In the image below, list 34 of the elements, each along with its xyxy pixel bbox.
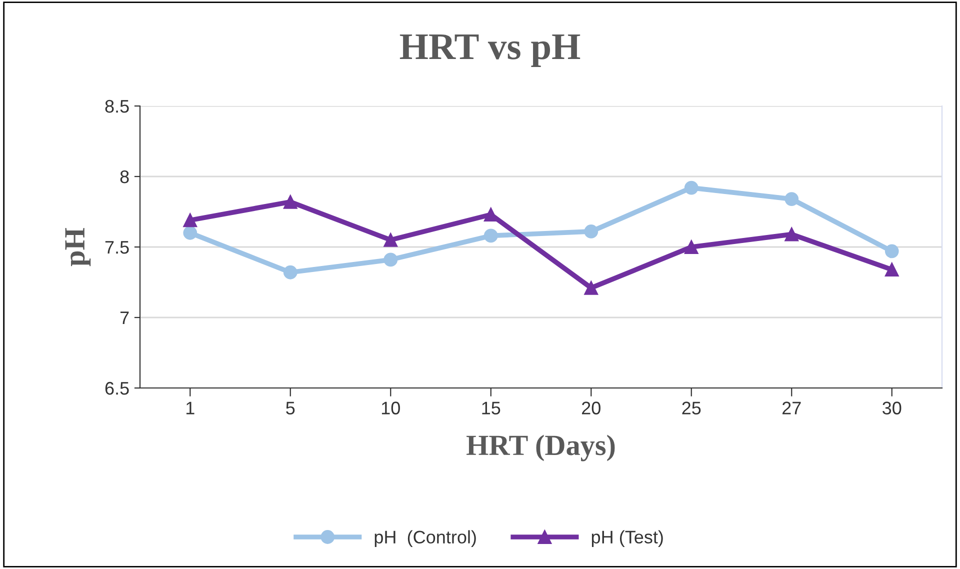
- y-tick-label: 6.5: [105, 382, 129, 395]
- x-tick-label: 5: [286, 402, 295, 414]
- point: [684, 180, 698, 195]
- point: [283, 194, 298, 209]
- point: [183, 226, 198, 240]
- y-tick-label: 8: [120, 170, 129, 184]
- point: [784, 192, 799, 206]
- point: [584, 280, 598, 295]
- legend-label: pH (Control): [374, 530, 476, 548]
- x-tick-label: 1: [186, 402, 194, 414]
- point: [484, 208, 498, 222]
- point: [584, 224, 598, 238]
- x-tick-label: 30: [882, 402, 902, 414]
- point: [684, 240, 698, 254]
- point: [784, 227, 799, 242]
- point: [283, 265, 298, 280]
- point: [884, 244, 899, 258]
- x-tick-label: 10: [382, 402, 400, 414]
- point: [884, 262, 899, 277]
- legend-label: pH (Test): [592, 530, 663, 548]
- chart-title: HRT vs pH: [400, 34, 580, 68]
- x-tick-label: 25: [682, 402, 701, 414]
- y-tick-label: 7.5: [105, 241, 129, 254]
- x-tick-label: 20: [582, 402, 600, 414]
- point: [183, 213, 198, 228]
- x-tick-label: 15: [482, 402, 500, 414]
- y-tick-label: 7: [120, 312, 129, 324]
- x-axis-title: HRT (Days): [466, 434, 615, 462]
- point: [484, 228, 498, 243]
- x-tick-label: 27: [782, 402, 801, 414]
- point: [384, 233, 398, 247]
- y-tick-label: 8.5: [105, 100, 129, 113]
- point: [384, 252, 398, 267]
- y-axis-title: pH: [65, 228, 91, 266]
